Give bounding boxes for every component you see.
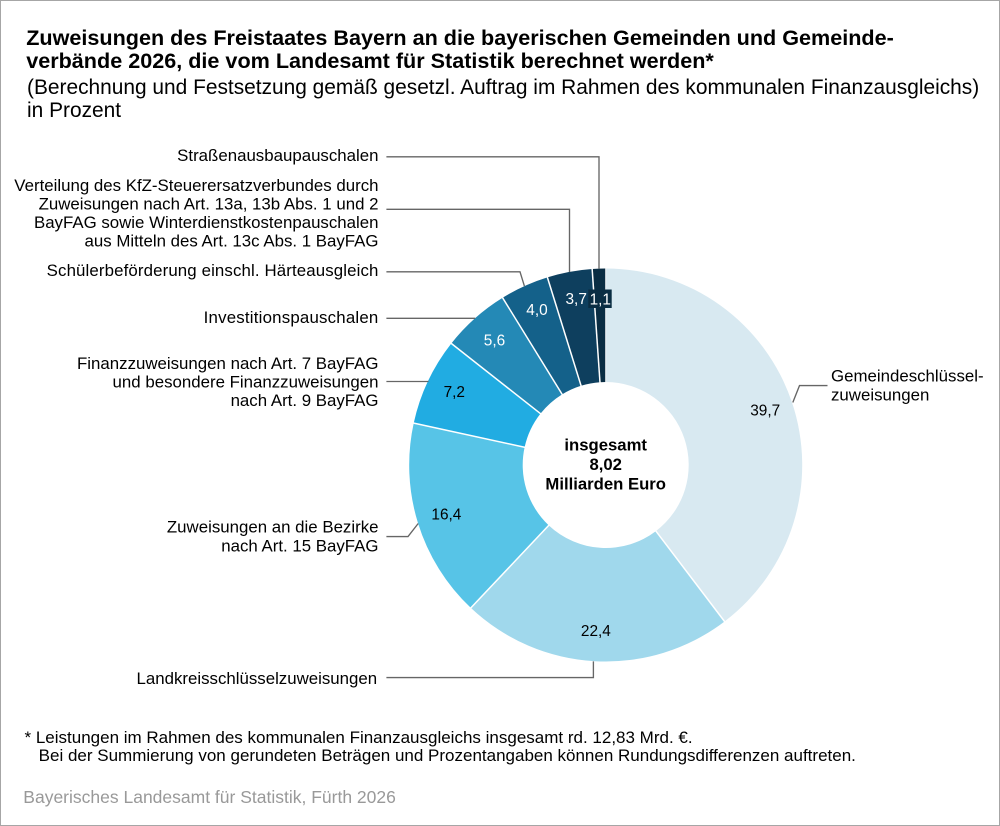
svg-text:Straßenausbaupauschalen: Straßenausbaupauschalen [177,146,378,165]
svg-text:Zuweisungen nach Art. 13a, 13b: Zuweisungen nach Art. 13a, 13b Abs. 1 un… [39,195,379,214]
svg-text:16,4: 16,4 [431,507,461,524]
svg-text:8,02: 8,02 [589,455,621,474]
svg-text:39,7: 39,7 [750,403,780,420]
svg-text:7,2: 7,2 [444,384,465,401]
svg-text:Finanzzuweisungen nach Art. 7: Finanzzuweisungen nach Art. 7 BayFAG [77,354,378,373]
svg-text:und besondere Finanzzuweisunge: und besondere Finanzzuweisungen [113,373,379,392]
svg-text:BayFAG sowie Winterdienstkoste: BayFAG sowie Winterdienstkostenpauschale… [34,213,379,232]
svg-text:Zuweisungen an die Bezirke: Zuweisungen an die Bezirke [167,518,379,537]
svg-text:zuweisungen: zuweisungen [831,386,929,405]
svg-text:Verteilung des KfZ-Steuerersat: Verteilung des KfZ-Steuerersatzverbundes… [14,176,378,195]
svg-text:22,4: 22,4 [581,623,611,640]
svg-text:Gemeindeschlüssel-: Gemeindeschlüssel- [831,367,984,386]
svg-text:aus Mitteln des Art. 13c Abs.: aus Mitteln des Art. 13c Abs. 1 BayFAG [85,232,379,251]
svg-text:nach Art. 9 BayFAG: nach Art. 9 BayFAG [231,391,379,410]
svg-text:Landkreisschlüsselzuweisungen: Landkreisschlüsselzuweisungen [137,669,378,688]
svg-text:4,0: 4,0 [526,302,547,319]
svg-text:nach Art. 15 BayFAG: nach Art. 15 BayFAG [221,537,378,556]
svg-text:Schülerbeförderung einschl. Hä: Schülerbeförderung einschl. Härteausglei… [47,261,379,280]
svg-text:Investitionspauschalen: Investitionspauschalen [204,308,379,327]
svg-text:insgesamt: insgesamt [564,436,647,455]
svg-text:Milliarden Euro: Milliarden Euro [545,474,666,493]
svg-text:5,6: 5,6 [484,332,505,349]
svg-text:1,1: 1,1 [590,291,611,308]
svg-text:3,7: 3,7 [565,291,586,308]
